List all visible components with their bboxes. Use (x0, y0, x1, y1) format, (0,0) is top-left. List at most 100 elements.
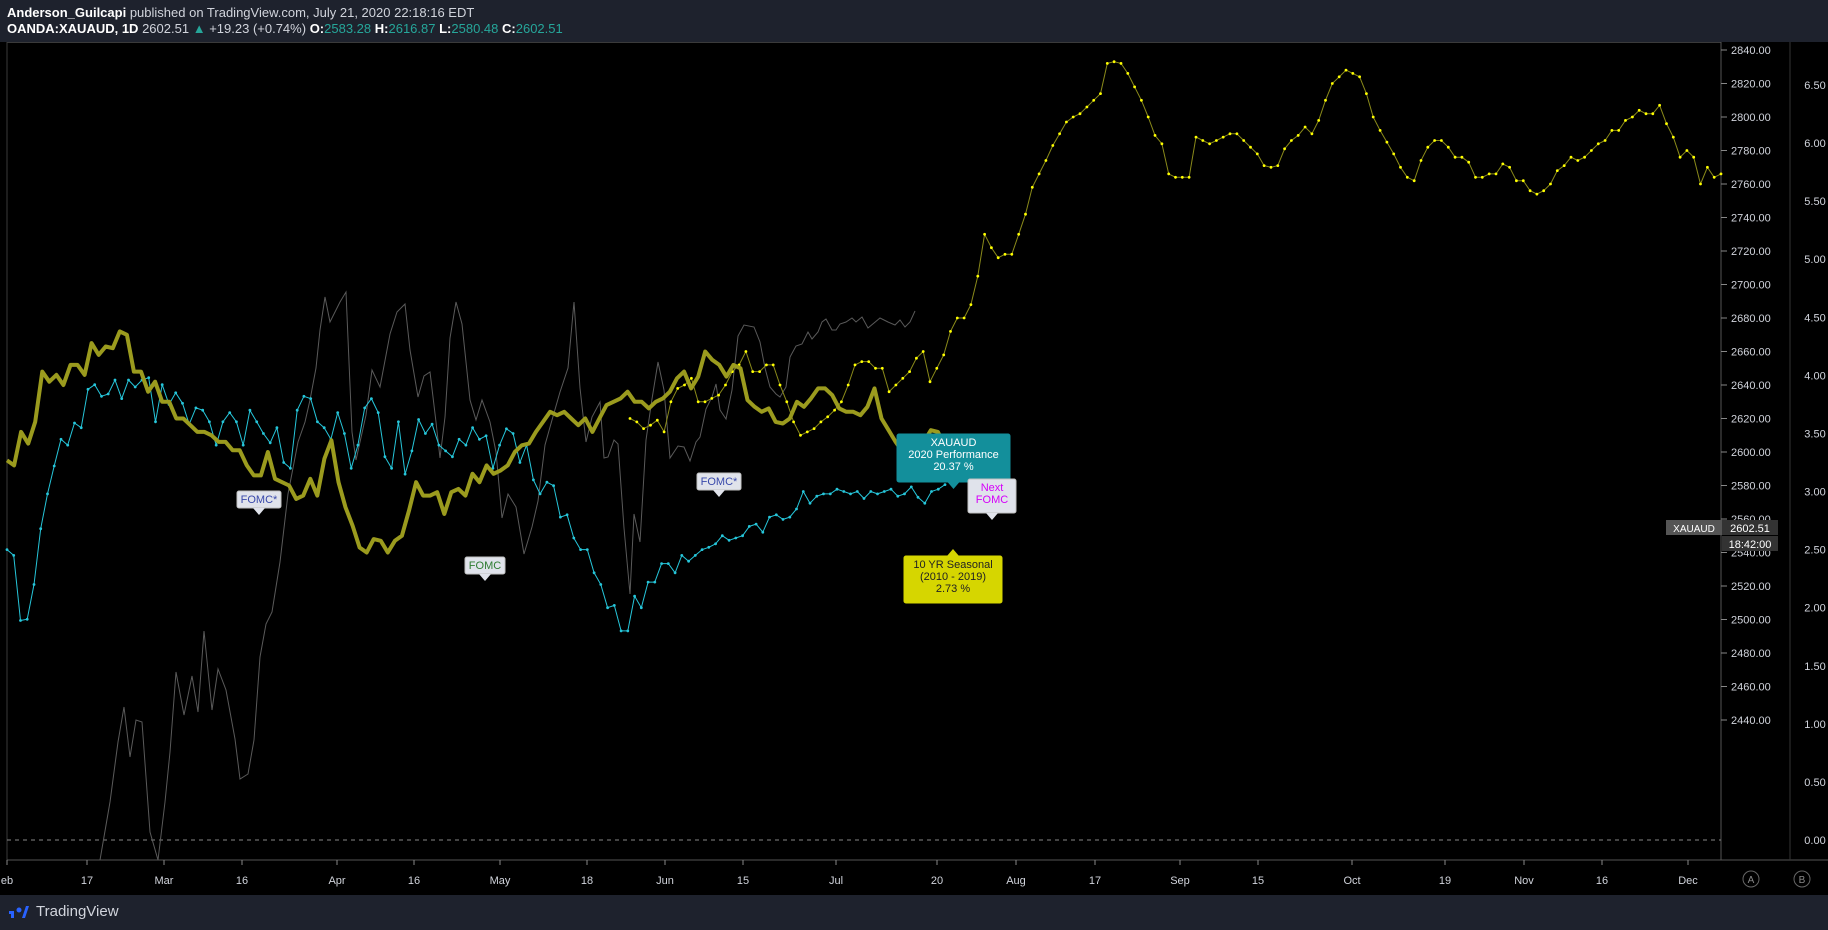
fomc-marker-3-pointer (713, 490, 725, 497)
seasonal-point (1624, 119, 1627, 122)
percent-tick-label: 4.50 (1804, 312, 1825, 324)
performance-point (457, 437, 461, 441)
performance-point (876, 492, 879, 496)
seasonal-point (1030, 185, 1034, 189)
percent-tick-label: 6.00 (1804, 138, 1825, 150)
fomc-marker-2: FOMC (464, 556, 506, 581)
seasonal-point (1126, 72, 1130, 75)
seasonal-point (799, 433, 802, 437)
author-name[interactable]: Anderson_Guilcapi (7, 5, 127, 20)
performance-point (208, 420, 211, 424)
seasonal-point (1269, 165, 1273, 169)
percent-tick-label: 3.00 (1804, 487, 1825, 499)
performance-point (383, 455, 387, 459)
performance-point (592, 571, 596, 575)
seasonal-point (1562, 164, 1566, 167)
seasonal-point (1535, 192, 1539, 196)
price-chart[interactable]: 2840.00 2820.00 2800.00 2780.00 2760.00 2740.… (0, 42, 1828, 895)
seasonal-point (887, 390, 891, 394)
price-tick-label: 2800.00 (1731, 112, 1771, 124)
seasonal-point (1412, 179, 1416, 183)
performance-point (93, 383, 97, 387)
performance-point (214, 443, 218, 447)
performance-point (397, 420, 400, 424)
performance-point (660, 562, 663, 565)
price-tick-label: 2500.00 (1731, 615, 1771, 627)
performance-point (120, 397, 124, 400)
time-tick-label: Dec (1678, 875, 1698, 887)
price-tag-symbol-box (1666, 520, 1722, 535)
seasonal-point (1719, 172, 1723, 176)
log-scale-button[interactable]: B (1793, 870, 1811, 888)
seasonal-point (1521, 179, 1525, 183)
brand-name: TradingView (36, 903, 119, 920)
performance-point (302, 394, 306, 398)
next-fomc-marker-pointer (986, 513, 998, 520)
seasonal-point (1371, 115, 1375, 119)
price-change: +19.23 (+0.74%) (209, 21, 307, 36)
performance-point (532, 478, 535, 482)
seasonal-point (1201, 139, 1205, 142)
seasonal-point (1262, 164, 1266, 167)
fomc-marker-1-pointer (253, 508, 265, 515)
seasonal-point (1044, 159, 1048, 162)
performance-point (538, 492, 542, 496)
seasonal-point (1085, 105, 1089, 109)
seasonal-point (846, 383, 850, 387)
price-tick-label: 2580.00 (1731, 481, 1771, 493)
seasonal-point (1242, 139, 1246, 142)
seasonal-point (758, 370, 761, 373)
seasonal-point (655, 418, 659, 422)
seasonal-point (1351, 72, 1355, 75)
seasonal-point (826, 415, 830, 419)
seasonal-point (1678, 155, 1682, 159)
tradingview-logo[interactable]: TradingView (8, 903, 119, 920)
performance-point (639, 606, 643, 610)
open-label: O: (309, 21, 325, 36)
up-arrow-icon: ▲ (192, 21, 206, 36)
performance-point (262, 432, 265, 435)
performance-point (430, 422, 434, 426)
performance-point (808, 501, 812, 505)
seasonal-point (1399, 165, 1402, 169)
performance-point (336, 411, 340, 414)
seasonal-point (1446, 145, 1450, 149)
seasonal-point (1515, 179, 1518, 183)
seasonal-point (1692, 155, 1696, 159)
seasonal-point (1024, 212, 1027, 216)
seasonal-point (1596, 142, 1600, 146)
price-tick-label: 2600.00 (1731, 447, 1771, 459)
performance-point (437, 443, 441, 447)
seasonal-callout-text: 10 YR Seasonal (913, 559, 992, 571)
time-tick-label: Nov (1514, 875, 1534, 887)
close-value: 2602.51 (515, 21, 563, 36)
fomc-marker-1-text: FOMC* (241, 494, 278, 506)
price-tag: XAUAUD 2602.51 18:42:00 (1666, 520, 1778, 551)
performance-point (822, 492, 825, 496)
performance-point (707, 545, 711, 549)
performance-point (221, 420, 225, 424)
seasonal-point (1324, 98, 1327, 102)
performance-point (774, 513, 778, 517)
auto-scale-button[interactable]: A (1742, 870, 1760, 888)
fomc-marker-1: FOMC* (236, 490, 282, 515)
performance-point (741, 534, 744, 538)
performance-point (363, 406, 367, 410)
symbol-name[interactable]: OANDA:XAUAUD, 1D (7, 21, 139, 36)
publisher-line: Anderson_Guilcapi published on TradingVi… (7, 5, 474, 20)
time-tick-label: Jun (656, 875, 674, 887)
performance-point (127, 378, 130, 382)
high-value: 2616.87 (388, 21, 436, 36)
seasonal-callout: 10 YR Seasonal(2010 - 2019)2.73 % (903, 549, 1003, 604)
seasonal-point (1603, 139, 1607, 142)
performance-point (747, 525, 751, 528)
seasonal-point (996, 256, 1000, 260)
performance-point (59, 437, 63, 441)
price-tick-label: 2660.00 (1731, 347, 1771, 359)
tradingview-logo-icon (9, 905, 29, 918)
seasonal-point (1378, 129, 1382, 132)
seasonal-point (1494, 172, 1498, 176)
performance-point (505, 427, 508, 431)
seasonal-point (1255, 152, 1259, 156)
